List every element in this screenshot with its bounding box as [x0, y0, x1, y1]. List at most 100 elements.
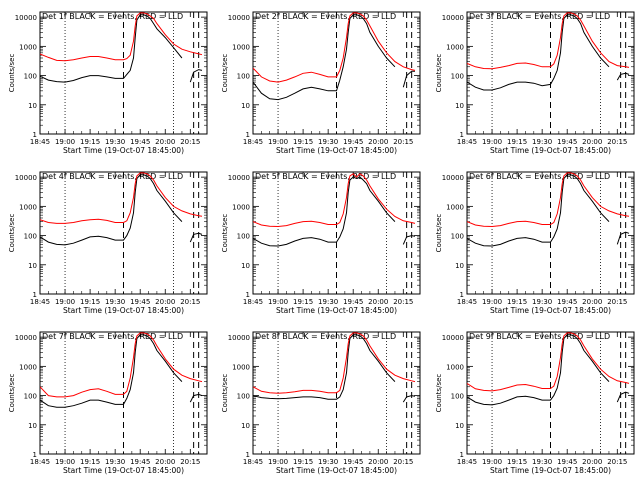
- x-tick-label: 20:15: [607, 138, 627, 146]
- x-tick-label: 20:00: [368, 298, 388, 306]
- x-tick-label: 20:00: [582, 138, 602, 146]
- y-tick-label: 10: [241, 262, 250, 270]
- y-tick-label: 10000: [15, 334, 37, 342]
- y-tick-label: 10: [241, 422, 250, 430]
- x-tick-label: 20:15: [180, 138, 200, 146]
- y-tick-label: 100: [451, 393, 464, 401]
- x-axis-label: Start Time (19-Oct-07 18:45:00): [276, 466, 397, 475]
- x-tick-label: 19:30: [318, 298, 338, 306]
- x-tick-label: 19:30: [318, 138, 338, 146]
- y-tick-label: 100: [24, 73, 37, 81]
- x-tick-label: 19:45: [130, 458, 150, 466]
- x-tick-label: 19:30: [105, 298, 125, 306]
- x-tick-label: 20:00: [368, 138, 388, 146]
- y-tick-label: 100: [24, 233, 37, 241]
- y-axis-label: Counts/sec: [435, 214, 443, 253]
- x-tick-label: 20:00: [155, 138, 175, 146]
- plot-area: [40, 332, 203, 454]
- y-tick-label: 10000: [442, 334, 464, 342]
- x-tick-label: 19:00: [55, 298, 75, 306]
- panel-title: Det 7f BLACK = Events, RED = LLD: [42, 332, 183, 341]
- y-tick-label: 10: [28, 422, 37, 430]
- series-line-events: [253, 14, 415, 101]
- y-tick-label: 100: [451, 73, 464, 81]
- y-tick-label: 1000: [19, 363, 37, 371]
- x-tick-label: 19:00: [55, 138, 75, 146]
- x-tick-label: 18:45: [30, 458, 50, 466]
- x-tick-label: 20:15: [607, 298, 627, 306]
- x-tick-label: 18:45: [457, 458, 477, 466]
- series-line-events: [467, 174, 630, 247]
- panel-det-5f: Det 5f BLACK = Events, RED = LLD 1 10 100 10…: [221, 171, 421, 315]
- panel-det-8f: Det 8f BLACK = Events, RED = LLD 1 10 100 10…: [221, 331, 421, 475]
- y-tick-label: 10: [28, 262, 37, 270]
- y-tick-label: 1: [33, 131, 37, 139]
- x-tick-label: 18:45: [243, 458, 263, 466]
- x-tick-label: 19:45: [343, 298, 363, 306]
- x-tick-label: 20:15: [180, 458, 200, 466]
- x-axis-label: Start Time (19-Oct-07 18:45:00): [490, 146, 611, 155]
- x-tick-label: 20:00: [582, 458, 602, 466]
- x-tick-label: 19:15: [507, 138, 527, 146]
- x-tick-label: 19:15: [293, 458, 313, 466]
- y-tick-label: 10000: [15, 174, 37, 182]
- series-line-lld: [467, 332, 630, 392]
- x-axis-label: Start Time (19-Oct-07 18:45:00): [63, 146, 184, 155]
- x-axis-label: Start Time (19-Oct-07 18:45:00): [490, 306, 611, 315]
- y-tick-label: 1: [246, 291, 250, 299]
- series-line-events: [40, 334, 203, 408]
- series-line-events: [467, 334, 630, 406]
- y-tick-label: 1: [460, 131, 464, 139]
- x-tick-label: 19:15: [293, 138, 313, 146]
- x-tick-label: 19:45: [343, 458, 363, 466]
- x-tick-label: 18:45: [457, 298, 477, 306]
- y-tick-label: 1000: [19, 43, 37, 51]
- x-tick-label: 19:00: [268, 298, 288, 306]
- x-tick-label: 19:00: [55, 458, 75, 466]
- y-tick-label: 1: [33, 451, 37, 459]
- y-tick-label: 100: [24, 393, 37, 401]
- y-tick-label: 100: [237, 393, 250, 401]
- series-line-lld: [40, 12, 203, 62]
- series-line-lld: [253, 173, 416, 228]
- x-tick-label: 18:45: [243, 138, 263, 146]
- panel-det-7f: Det 7f BLACK = Events, RED = LLD 1 10 100 10…: [8, 331, 208, 475]
- panel-det-3f: Det 3f BLACK = Events, RED = LLD 1 10 100 10…: [435, 11, 635, 155]
- panel-det-1f: Det 1f BLACK = Events, RED = LLD 1 10 100 10…: [8, 11, 208, 155]
- series-line-lld: [40, 332, 203, 398]
- series-line-events: [40, 174, 203, 246]
- plot-area: [253, 172, 416, 294]
- y-tick-label: 100: [237, 73, 250, 81]
- x-tick-label: 20:15: [393, 458, 413, 466]
- x-tick-label: 19:45: [130, 298, 150, 306]
- x-tick-label: 19:00: [482, 138, 502, 146]
- x-tick-label: 19:45: [557, 298, 577, 306]
- y-tick-label: 1000: [446, 363, 464, 371]
- x-tick-label: 19:15: [293, 298, 313, 306]
- x-axis-label: Start Time (19-Oct-07 18:45:00): [276, 146, 397, 155]
- x-tick-label: 19:00: [482, 298, 502, 306]
- y-tick-label: 1: [246, 451, 250, 459]
- panel-title: Det 9f BLACK = Events, RED = LLD: [469, 332, 610, 341]
- x-tick-label: 19:45: [557, 458, 577, 466]
- panel-title: Det 8f BLACK = Events, RED = LLD: [255, 332, 396, 341]
- panel-title: Det 3f BLACK = Events, RED = LLD: [469, 12, 610, 21]
- x-tick-label: 19:15: [80, 138, 100, 146]
- y-tick-label: 10000: [15, 14, 37, 22]
- y-tick-label: 10: [28, 102, 37, 110]
- x-tick-label: 20:00: [368, 458, 388, 466]
- y-tick-label: 1: [460, 451, 464, 459]
- x-tick-label: 19:30: [105, 458, 125, 466]
- x-tick-label: 19:30: [532, 138, 552, 146]
- panel-det-9f: Det 9f BLACK = Events, RED = LLD 1 10 100 10…: [435, 331, 635, 475]
- x-tick-label: 18:45: [457, 138, 477, 146]
- x-tick-label: 19:30: [532, 298, 552, 306]
- series-line-lld: [253, 12, 416, 83]
- plot-area: [253, 332, 416, 454]
- y-tick-label: 1000: [446, 203, 464, 211]
- series-line-events: [253, 334, 416, 403]
- x-tick-label: 20:15: [393, 138, 413, 146]
- series-line-lld: [40, 172, 203, 224]
- y-tick-label: 10: [455, 422, 464, 430]
